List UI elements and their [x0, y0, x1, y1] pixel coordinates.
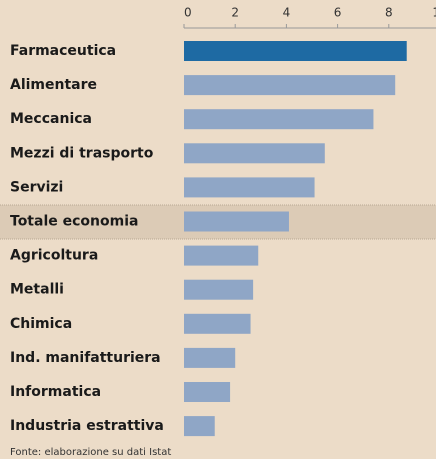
source: Fonte: elaborazione su dati Istat [10, 447, 171, 458]
category-label: Informatica [10, 384, 101, 400]
bar [184, 143, 325, 164]
category-label: Totale economia [10, 214, 138, 230]
bar [184, 177, 315, 198]
bar [184, 245, 259, 266]
category-label: Chimica [10, 316, 72, 332]
category-label: Ind. manifatturiera [10, 350, 161, 366]
category-label: Servizi [10, 179, 63, 195]
category-label: Mezzi di trasporto [10, 145, 154, 161]
category-label: Metalli [10, 282, 64, 298]
bar [184, 109, 374, 130]
category-label: Industria estrattiva [10, 418, 164, 434]
category-label: Meccanica [10, 111, 92, 127]
x-tick-label: 6 [334, 6, 342, 20]
bar [184, 279, 254, 300]
bar [184, 313, 251, 334]
bar [184, 416, 215, 437]
category-label: Farmaceutica [10, 43, 116, 59]
bar [184, 382, 231, 402]
bar [184, 75, 396, 96]
bar [184, 347, 236, 368]
x-tick-label: 2 [231, 6, 239, 20]
x-tick-label: 4 [283, 6, 291, 20]
category-label: Alimentare [10, 77, 97, 93]
x-tick-label: 10 [432, 6, 436, 20]
bar [184, 211, 289, 232]
x-tick-label: 0 [184, 6, 192, 20]
x-tick-label: 8 [385, 6, 393, 20]
bar [184, 41, 407, 61]
category-label: Agricoltura [10, 248, 98, 264]
